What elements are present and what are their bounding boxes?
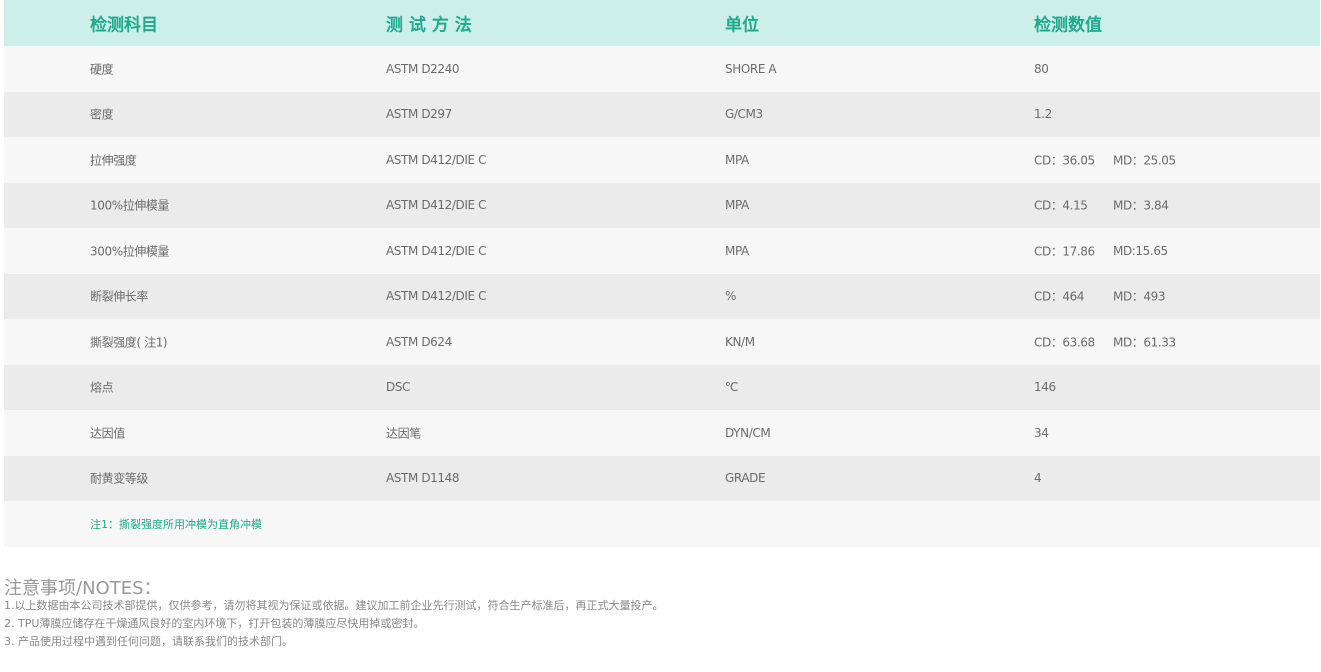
table-row: 硬度 ASTM D2240 SHORE A 80 — [4, 46, 1320, 92]
cell-unit: G/CM3 — [725, 107, 763, 122]
cell-md: MD：25.05 — [1113, 153, 1176, 168]
cell-unit: MPA — [725, 243, 749, 258]
cell-item: 100%拉伸模量 — [90, 198, 170, 213]
cell-method: ASTM D624 — [386, 334, 452, 349]
cell-cd: 146 — [1034, 380, 1056, 395]
table-row: 撕裂强度( 注1) ASTM D624 KN/M CD：63.68 MD：61.33 — [4, 319, 1320, 365]
note-line: 3. 产品使用过程中遇到任何问题，请联系我们的技术部门。 — [4, 635, 293, 648]
cell-item: 密度 — [90, 107, 114, 122]
cell-method: ASTM D412/DIE C — [386, 198, 487, 213]
table-row: 熔点 DSC ℃ 146 — [4, 364, 1320, 410]
cell-cd: 1.2 — [1034, 107, 1052, 122]
cell-method: ASTM D412/DIE C — [386, 243, 487, 258]
cell-unit: SHORE A — [725, 61, 777, 76]
cell-item: 撕裂强度( 注1) — [90, 335, 168, 350]
table-row: 100%拉伸模量 ASTM D412/DIE C MPA CD：4.15 MD：3.84 — [4, 182, 1320, 228]
cell-md: MD：3.84 — [1113, 198, 1169, 213]
cell-unit: % — [725, 289, 737, 304]
table-row: 300%拉伸模量 ASTM D412/DIE C MPA CD：17.86 MD:15.… — [4, 228, 1320, 274]
table-row: 密度 ASTM D297 G/CM3 1.2 — [4, 91, 1320, 137]
cell-method: 达因笔 — [386, 426, 421, 441]
note-line: 1.以上数据由本公司技术部提供，仅供参考，请勿将其视为保证或依据。建议加工前企业… — [4, 599, 664, 612]
table-row: 断裂伸长率 ASTM D412/DIE C% CD：464 MD：493 — [4, 273, 1320, 319]
header-value: 检测数值 — [1034, 15, 1102, 36]
cell-unit: MPA — [725, 152, 749, 167]
cell-unit: MPA — [725, 198, 749, 213]
note-line: 2. TPU薄膜应储存在干燥通风良好的室内环境下，打开包装的薄膜应尽快用掉或密封… — [4, 617, 425, 630]
table-row: 耐黄变等级 ASTM D1148 GRADE 4 — [4, 455, 1320, 501]
cell-method: ASTM D412/DIE C — [386, 152, 487, 167]
cell-item: 硬度 — [90, 62, 114, 77]
cell-item: 熔点 — [90, 380, 114, 395]
cell-method: DSC — [386, 380, 411, 395]
footnote-row: 注1：撕裂强度所用冲模为直角冲模 — [4, 501, 1320, 547]
cell-unit: ℃ — [725, 380, 739, 395]
cell-cd: CD：17.86 — [1034, 244, 1095, 259]
cell-method: ASTM D412/DIE C — [386, 289, 487, 304]
footnote: 注1：撕裂强度所用冲模为直角冲模 — [90, 518, 262, 531]
cell-cd: 4 — [1034, 471, 1042, 486]
header-item: 检测科目 — [90, 15, 158, 36]
cell-method: ASTM D297 — [386, 107, 452, 122]
cell-cd: CD：4.15 — [1034, 198, 1088, 213]
table-row: 拉伸强度 ASTM D412/DIE C MPA CD：36.05 MD：25.05 — [4, 137, 1320, 183]
cell-unit: GRADE — [725, 471, 766, 486]
cell-unit: DYN/CM — [725, 425, 771, 440]
cell-md: MD：61.33 — [1113, 335, 1176, 350]
cell-cd: 34 — [1034, 425, 1049, 440]
cell-cd: CD：63.68 — [1034, 335, 1095, 350]
cell-method: ASTM D1148 — [386, 471, 460, 486]
header-method: 测 试 方 法 — [386, 15, 472, 36]
properties-table: 检测科目 测 试 方 法 单位 检测数值 硬度 ASTM D2240 SHORE A… — [4, 0, 1320, 547]
cell-md: MD:15.65 — [1113, 243, 1168, 258]
cell-md: MD：493 — [1113, 289, 1166, 304]
cell-item: 达因值 — [90, 426, 125, 441]
cell-item: 断裂伸长率 — [90, 289, 149, 304]
cell-cd: CD：36.05 — [1034, 153, 1095, 168]
cell-method: ASTM D2240 — [386, 61, 460, 76]
table-row: 达因值 达因笔 DYN/CM 34 — [4, 410, 1320, 456]
cell-item: 拉伸强度 — [90, 153, 137, 168]
cell-item: 300%拉伸模量 — [90, 244, 170, 259]
header-unit: 单位 — [725, 15, 759, 36]
cell-cd: CD：464 — [1034, 289, 1085, 304]
notes-title: 注意事项/NOTES： — [4, 578, 162, 599]
cell-unit: KN/M — [725, 334, 755, 349]
table-header: 检测科目 测 试 方 法 单位 检测数值 — [4, 0, 1320, 46]
cell-item: 耐黄变等级 — [90, 471, 149, 486]
cell-cd: 80 — [1034, 61, 1049, 76]
